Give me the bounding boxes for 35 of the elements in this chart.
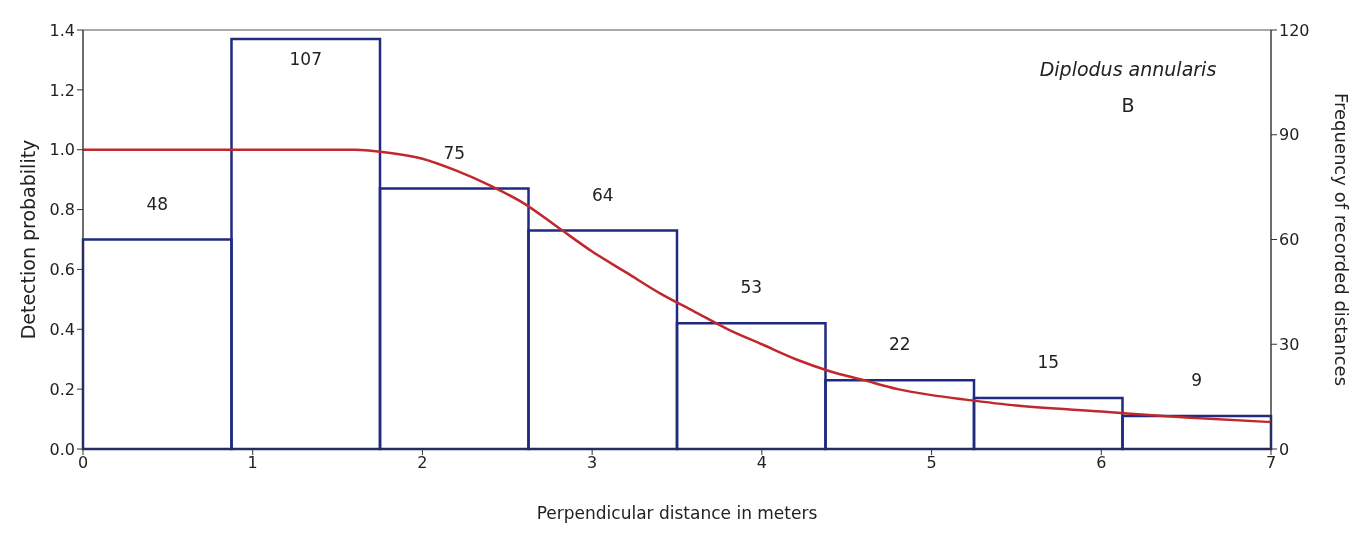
y-tick-label: 0.8 bbox=[49, 200, 75, 220]
y2-tick-label: 120 bbox=[1279, 20, 1310, 40]
y-tick-label: 0.2 bbox=[49, 379, 75, 399]
annotation: 9 bbox=[1191, 370, 1203, 391]
y2-tick-label: 90 bbox=[1279, 125, 1300, 145]
x-tick-label: 3 bbox=[587, 453, 598, 473]
y2-tick-label: 60 bbox=[1279, 230, 1300, 250]
y-axis-title: Detection probability bbox=[16, 139, 39, 340]
line-series bbox=[83, 148, 1271, 424]
x-tick-label: 2 bbox=[417, 453, 428, 473]
x-tick-label: 4 bbox=[756, 453, 767, 473]
annotation: 22 bbox=[888, 334, 911, 355]
annotation: 64 bbox=[591, 184, 614, 205]
x-tick-label: 0 bbox=[77, 453, 89, 473]
x-tick-label: 7 bbox=[1265, 453, 1277, 473]
y-tick-label: 1.2 bbox=[49, 80, 75, 100]
y-tick-label: 0.6 bbox=[49, 260, 75, 280]
y2-tick-label: 30 bbox=[1279, 334, 1300, 354]
annotation: Diplodus annularis bbox=[1038, 58, 1218, 80]
annotation: 53 bbox=[740, 277, 763, 298]
annotation: B bbox=[1120, 94, 1136, 116]
annotation: 107 bbox=[289, 49, 322, 70]
y-tick-label: 0.4 bbox=[49, 319, 75, 339]
x-tick-label: 5 bbox=[926, 453, 937, 473]
y2-tick-label: 0 bbox=[1279, 439, 1290, 459]
annotation: 75 bbox=[443, 142, 466, 163]
y-tick-label: 1.0 bbox=[49, 140, 75, 160]
y-tick-label: 0.0 bbox=[49, 439, 75, 459]
x-tick-label: 1 bbox=[247, 453, 258, 473]
x-axis-title: Perpendicular distance in meters bbox=[536, 503, 818, 523]
annotation: 48 bbox=[146, 193, 169, 214]
y-tick-label: 1.4 bbox=[49, 20, 75, 40]
y2-axis-title: Frequency of recorded distances bbox=[1330, 92, 1352, 387]
x-tick-label: 6 bbox=[1096, 453, 1107, 473]
annotation: 15 bbox=[1037, 352, 1060, 373]
